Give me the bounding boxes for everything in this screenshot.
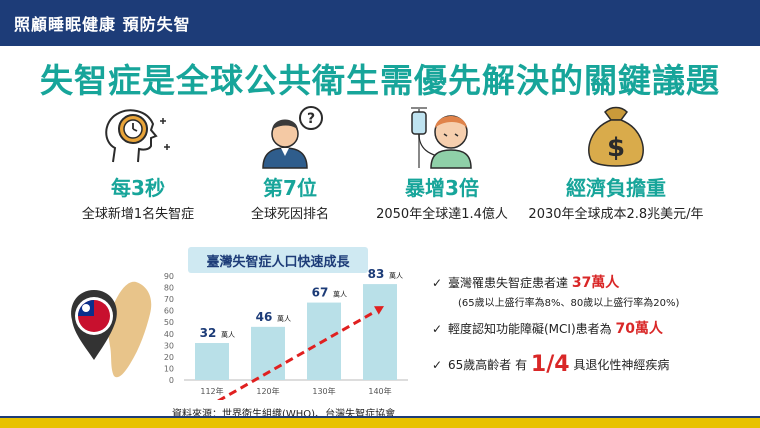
chart-title: 臺灣失智症人口快速成長 <box>206 255 350 270</box>
bullet-2: ✓ 輕度認知功能障礙(MCI)患者為 70萬人 <box>432 318 663 338</box>
bar-unit-label: 萬人 <box>221 330 235 339</box>
stat-value: 暴增3倍 <box>405 176 479 200</box>
y-tick-label: 40 <box>164 330 174 339</box>
bullet-highlight: 1/4 <box>530 352 570 377</box>
stat-value: 每3秒 <box>111 176 165 200</box>
stat-caption: 全球死因排名 <box>250 207 329 222</box>
header-bar: 照顧睡眠健康 預防失智 <box>0 0 760 46</box>
bar <box>195 343 229 380</box>
chart-title-box: 臺灣失智症人口快速成長 <box>188 247 368 273</box>
stat-value: 經濟負擔重 <box>566 176 666 200</box>
svg-text:$: $ <box>607 133 625 163</box>
bar-value-label: 46 <box>256 310 273 324</box>
bar-unit-label: 萬人 <box>277 314 291 323</box>
footer-bar <box>0 418 760 428</box>
trend-arrow <box>217 309 377 400</box>
bar <box>363 284 397 380</box>
check-icon: ✓ <box>432 276 443 290</box>
bullet-text: 65歲高齡者 有 <box>448 358 531 372</box>
stat-card-1: 每3秒 全球新增1名失智症 <box>48 104 228 222</box>
bar-value-label: 83 <box>368 267 385 281</box>
headline: 失智症是全球公共衛生需優先解決的關鍵議題 <box>40 61 720 100</box>
bullet-1: ✓ 臺灣罹患失智症患者達 37萬人 <box>432 272 619 292</box>
svg-text:?: ? <box>307 111 315 127</box>
x-tick-label: 140年 <box>368 386 391 396</box>
bar-value-label: 32 <box>200 326 217 340</box>
bullet-highlight: 70萬人 <box>615 321 663 337</box>
trend-arrowhead <box>374 306 384 315</box>
x-tick-label: 130年 <box>312 386 335 396</box>
y-tick-label: 20 <box>164 353 174 362</box>
check-icon: ✓ <box>432 358 443 372</box>
y-tick-label: 70 <box>164 295 174 304</box>
header-title: 照顧睡眠健康 預防失智 <box>14 15 191 34</box>
bullet-subnote: (65歲以上盛行率為8%、80歲以上盛行率為20%) <box>458 298 680 309</box>
bar-unit-label: 萬人 <box>333 290 347 299</box>
y-tick-label: 30 <box>164 341 174 350</box>
bullet-text: 臺灣罹患失智症患者達 <box>448 276 572 290</box>
stat-caption: 全球新增1名失智症 <box>81 207 195 222</box>
y-tick-label: 90 <box>164 272 174 281</box>
y-tick-label: 10 <box>164 364 174 373</box>
population-bar-chart: 0 10 20 30 40 50 60 70 80 90 32 萬人 112年 46 萬人 120年 67 萬人 1… <box>164 267 408 400</box>
stat-card-3: 暴增3倍 2050年全球達1.4億人 <box>352 104 532 222</box>
bullet-text: 輕度認知功能障礙(MCI)患者為 <box>448 322 616 336</box>
money-bag-icon: $ <box>588 106 644 167</box>
bullet-text: 具退化性神經疾病 <box>569 358 670 372</box>
y-tick-label: 60 <box>164 307 174 316</box>
stat-card-2: ? 第7位 全球死因排名 <box>200 104 380 222</box>
bullet-highlight: 37萬人 <box>571 275 620 291</box>
taiwan-map-icon <box>71 281 152 378</box>
source-note: 資料來源：世界衛生組織(WHO)、台灣失智症協會 <box>172 409 396 420</box>
head-clock-icon <box>105 109 170 163</box>
stat-caption: 2030年全球成本2.8兆美元/年 <box>528 207 704 222</box>
stat-caption: 2050年全球達1.4億人 <box>376 207 508 222</box>
check-icon: ✓ <box>432 322 443 336</box>
stat-card-4: $ 經濟負擔重 2030年全球成本2.8兆美元/年 <box>526 104 706 222</box>
bar-value-label: 67 <box>312 286 329 300</box>
footer-line <box>0 416 760 418</box>
x-tick-label: 120年 <box>256 386 279 396</box>
y-tick-label: 80 <box>164 284 174 293</box>
y-tick-label: 0 <box>169 376 174 385</box>
bar-unit-label: 萬人 <box>389 271 403 280</box>
patient-iv-icon <box>411 107 472 169</box>
confused-person-icon: ? <box>262 106 323 169</box>
y-tick-label: 50 <box>164 318 174 327</box>
bullet-3: ✓ 65歲高齡者 有 1/4 具退化性神經疾病 <box>432 352 669 377</box>
x-tick-label: 112年 <box>200 386 223 396</box>
stat-value: 第7位 <box>263 176 317 200</box>
